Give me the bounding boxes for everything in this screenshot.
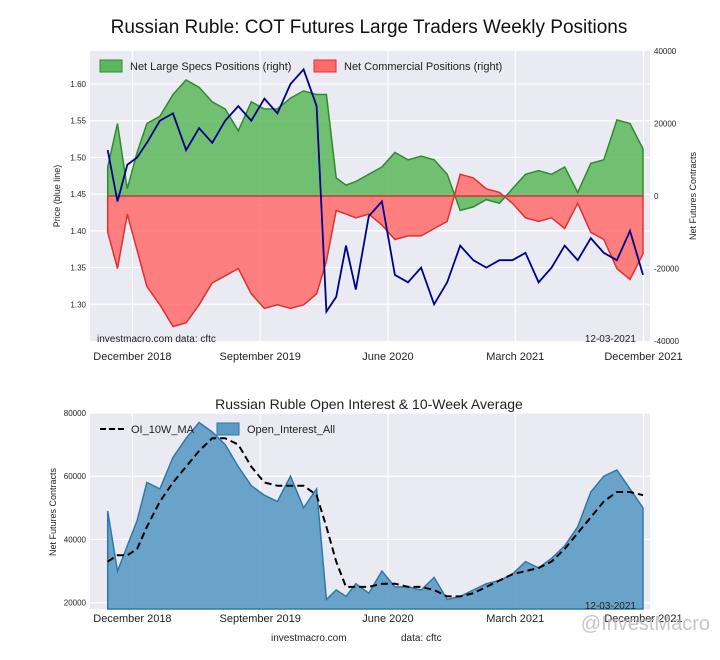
chart-subtitle: Russian Ruble Open Interest & 10-Week Av… [215, 396, 523, 412]
oi-tick-label: 60000 [64, 472, 87, 481]
legend-label-oi: Open_Interest_All [247, 424, 335, 436]
price-line [106, 67, 644, 315]
price-tick-label: 1.40 [70, 227, 86, 236]
positions-areas [106, 79, 644, 328]
oi-tick-label: 40000 [64, 535, 87, 544]
chart-title: Russian Ruble: COT Futures Large Traders… [111, 17, 628, 38]
price-tick-label: 1.50 [70, 153, 86, 162]
legend-label-ma: OI_10W_MA [131, 424, 195, 436]
oi-date-note: 12-03-2021 [585, 601, 637, 612]
area-net-commercial-positions-right- [106, 173, 644, 328]
watermark: @InvestMacro [581, 613, 710, 635]
price-tick-label: 1.45 [70, 190, 86, 199]
price-tick-label: 1.30 [70, 300, 86, 309]
legend-swatch-oi [216, 422, 240, 436]
footer-source: data: cftc [401, 633, 442, 644]
open-interest-legend: OI_10W_MA Open_Interest_All [100, 422, 335, 436]
footer-site: investmacro.com [271, 633, 347, 644]
price-series-line [106, 67, 644, 315]
oi-tick-label: 20000 [64, 599, 87, 608]
legend-swatch-commercial [313, 59, 337, 73]
open-interest-area-path [106, 421, 644, 610]
date-tick-label: June 2020 [362, 351, 413, 363]
price-tick-label: 1.35 [70, 264, 86, 273]
open-interest-ticks: 20000 40000 60000 80000 December 2018 Septemb… [64, 409, 683, 625]
positions-legend: Net Large Specs Positions (right) Net Co… [99, 59, 502, 73]
net-contracts-tick-label: 40000 [654, 47, 677, 56]
positions-ticks: 1.30 1.35 1.40 1.45 1.50 1.55 1.60 40000 20000 0 -… [70, 47, 682, 363]
open-interest-area [106, 421, 644, 610]
date-tick-label: September 2019 [220, 613, 301, 625]
net-contracts-tick-label: 0 [654, 192, 659, 201]
date-note: 12-03-2021 [585, 334, 637, 345]
net-contracts-tick-label: -20000 [654, 265, 679, 274]
ma-line [107, 437, 644, 598]
date-tick-label: June 2020 [362, 613, 413, 625]
date-tick-label: March 2021 [486, 351, 544, 363]
legend-swatch-specs [99, 59, 123, 73]
net-contracts-axis-label: Net Futures Contracts [688, 151, 698, 240]
source-note: investmacro.com data: cftc [97, 334, 216, 345]
price-axis-label: Price (blue line) [52, 165, 62, 228]
legend-label-commercial: Net Commercial Positions (right) [344, 61, 502, 73]
net-contracts-tick-label: 20000 [654, 120, 677, 129]
date-tick-label: December 2021 [604, 351, 682, 363]
price-tick-label: 1.60 [70, 80, 86, 89]
legend-label-specs: Net Large Specs Positions (right) [130, 61, 291, 73]
date-tick-label: March 2021 [486, 613, 544, 625]
oi-tick-label: 80000 [64, 409, 87, 418]
ma-series-line [107, 437, 644, 598]
date-tick-label: December 2021 [604, 613, 682, 625]
oi-axis-label: Net Futures Contracts [48, 467, 58, 556]
price-tick-label: 1.55 [70, 117, 86, 126]
date-tick-label: December 2018 [93, 351, 171, 363]
date-tick-label: September 2019 [220, 351, 301, 363]
net-contracts-tick-label: -40000 [654, 337, 679, 346]
date-tick-label: December 2018 [93, 613, 171, 625]
area-net-large-specs-positions-right- [106, 79, 644, 212]
